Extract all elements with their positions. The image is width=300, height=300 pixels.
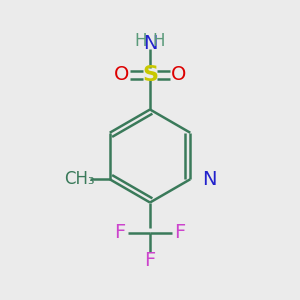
Text: O: O: [114, 65, 129, 85]
Text: N: N: [202, 170, 216, 189]
Text: O: O: [171, 65, 186, 85]
Text: H: H: [153, 32, 165, 50]
Text: CH₃: CH₃: [64, 170, 95, 188]
Text: S: S: [142, 65, 158, 85]
Text: F: F: [144, 250, 156, 270]
Text: N: N: [143, 34, 157, 53]
Text: H: H: [135, 32, 147, 50]
Text: F: F: [174, 223, 186, 242]
Text: F: F: [114, 223, 126, 242]
